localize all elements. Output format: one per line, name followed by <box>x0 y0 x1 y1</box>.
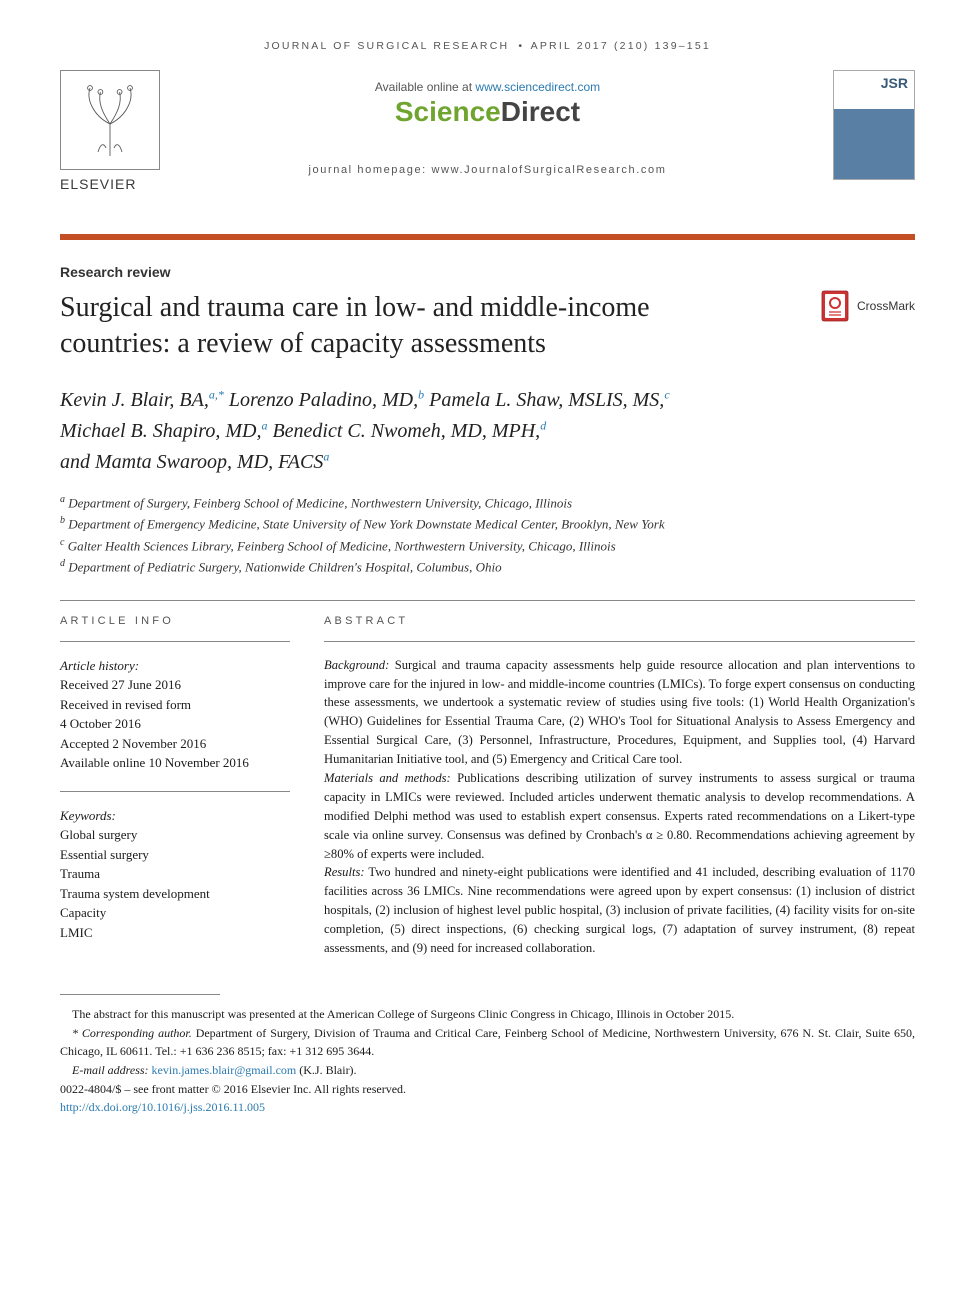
doi-link[interactable]: http://dx.doi.org/10.1016/j.jss.2016.11.… <box>60 1100 265 1114</box>
running-header-issue: APRIL 2017 (210) 139–151 <box>531 40 711 52</box>
article-info-heading: ARTICLE INFO <box>60 615 290 627</box>
sd-logo-science: Science <box>395 96 501 127</box>
author-affil-marker: b <box>418 387 424 401</box>
info-divider <box>60 791 290 792</box>
history-label: Article history: <box>60 656 290 676</box>
author-affil-marker: a <box>261 418 267 432</box>
copyright-line: 0022-4804/$ – see front matter © 2016 El… <box>60 1080 915 1099</box>
keyword: Essential surgery <box>60 845 290 865</box>
sciencedirect-logo: ScienceDirect <box>395 96 580 128</box>
corresponding-author: * Corresponding author. Department of Su… <box>60 1024 915 1061</box>
history-line: Accepted 2 November 2016 <box>60 734 290 754</box>
affiliation-marker: b <box>60 515 65 526</box>
email-line: E-mail address: kevin.james.blair@gmail.… <box>60 1061 915 1080</box>
author: Michael B. Shapiro, MD,a <box>60 420 267 442</box>
affiliation: d Department of Pediatric Surgery, Natio… <box>60 556 915 577</box>
affiliation-marker: d <box>60 558 65 569</box>
history-line: Available online 10 November 2016 <box>60 753 290 773</box>
crossmark-icon <box>819 290 851 322</box>
article-info-column: ARTICLE INFO Article history: Received 2… <box>60 615 290 961</box>
running-header-bullet: • <box>518 40 522 52</box>
crossmark-badge[interactable]: CrossMark <box>819 290 915 322</box>
section-divider <box>60 600 915 601</box>
abstract-heading: ABSTRACT <box>324 615 915 627</box>
running-header-journal: JOURNAL OF SURGICAL RESEARCH <box>264 40 509 52</box>
abstract-paragraph: Materials and methods: Publications desc… <box>324 769 915 863</box>
journal-homepage-url: www.JournalofSurgicalResearch.com <box>431 164 666 176</box>
crossmark-label: CrossMark <box>857 299 915 313</box>
article-history: Article history: Received 27 June 2016Re… <box>60 656 290 773</box>
author: Kevin J. Blair, BA,a,* <box>60 389 224 411</box>
abstract-paragraph: Background: Surgical and trauma capacity… <box>324 656 915 769</box>
authors-block: Kevin J. Blair, BA,a,* Lorenzo Paladino,… <box>60 385 915 478</box>
keyword: Global surgery <box>60 825 290 845</box>
abstract-paragraph: Results: Two hundred and ninety-eight pu… <box>324 863 915 957</box>
elsevier-text: ELSEVIER <box>60 176 170 192</box>
abstract-column: ABSTRACT Background: Surgical and trauma… <box>324 615 915 961</box>
author: Benedict C. Nwomeh, MD, MPH,d <box>272 420 546 442</box>
sciencedirect-link[interactable]: www.sciencedirect.com <box>475 80 600 94</box>
article-title: Surgical and trauma care in low- and mid… <box>60 290 680 363</box>
footnotes-block: The abstract for this manuscript was pre… <box>60 1005 915 1117</box>
author-affil-marker: d <box>540 418 546 432</box>
keyword: LMIC <box>60 923 290 943</box>
corresponding-email[interactable]: kevin.james.blair@gmail.com <box>152 1063 297 1077</box>
available-online-text: Available online at www.sciencedirect.co… <box>298 80 678 94</box>
author: Pamela L. Shaw, MSLIS, MS,c <box>429 389 670 411</box>
title-row: Surgical and trauma care in low- and mid… <box>60 290 915 363</box>
corr-label: * Corresponding author. <box>72 1026 192 1040</box>
keyword: Capacity <box>60 903 290 923</box>
info-abstract-row: ARTICLE INFO Article history: Received 2… <box>60 615 915 961</box>
email-label: E-mail address: <box>72 1063 152 1077</box>
email-suffix: (K.J. Blair). <box>296 1063 356 1077</box>
conference-note: The abstract for this manuscript was pre… <box>60 1005 915 1024</box>
abstract-runin: Background: <box>324 658 389 672</box>
affiliation-marker: c <box>60 537 64 548</box>
journal-homepage-line: journal homepage: www.JournalofSurgicalR… <box>298 164 678 176</box>
keywords-block: Keywords: Global surgeryEssential surger… <box>60 806 290 943</box>
history-line: Received in revised form <box>60 695 290 715</box>
abstract-runin: Results: <box>324 865 365 879</box>
info-divider <box>60 641 290 642</box>
article-type-label: Research review <box>60 264 915 280</box>
author: Lorenzo Paladino, MD,b <box>229 389 424 411</box>
affiliation-marker: a <box>60 494 65 505</box>
abstract-runin: Materials and methods: <box>324 771 451 785</box>
affiliation: a Department of Surgery, Feinberg School… <box>60 492 915 513</box>
history-line: 4 October 2016 <box>60 714 290 734</box>
affiliations-block: a Department of Surgery, Feinberg School… <box>60 492 915 578</box>
keyword: Trauma <box>60 864 290 884</box>
masthead-banner: ELSEVIER Available online at www.science… <box>60 70 915 240</box>
affiliation: b Department of Emergency Medicine, Stat… <box>60 513 915 534</box>
abstract-divider <box>324 641 915 642</box>
elsevier-logo: ELSEVIER <box>60 70 170 192</box>
sd-logo-direct: Direct <box>501 96 580 127</box>
jsr-cover-label: JSR <box>834 71 914 95</box>
abstract-body: Background: Surgical and trauma capacity… <box>324 656 915 958</box>
author-affil-marker: a,* <box>209 387 224 401</box>
history-line: Received 27 June 2016 <box>60 675 290 695</box>
footnote-divider <box>60 994 220 995</box>
author-affil-marker: a <box>323 449 329 463</box>
author-affil-marker: c <box>664 387 669 401</box>
journal-cover-thumbnail: JSR <box>833 70 915 180</box>
keyword: Trauma system development <box>60 884 290 904</box>
affiliation: c Galter Health Sciences Library, Feinbe… <box>60 535 915 556</box>
banner-center: Available online at www.sciencedirect.co… <box>298 80 678 176</box>
author: and Mamta Swaroop, MD, FACSa <box>60 451 329 473</box>
elsevier-tree-icon <box>60 70 160 170</box>
keywords-label: Keywords: <box>60 806 290 826</box>
running-header: JOURNAL OF SURGICAL RESEARCH • APRIL 201… <box>60 40 915 52</box>
